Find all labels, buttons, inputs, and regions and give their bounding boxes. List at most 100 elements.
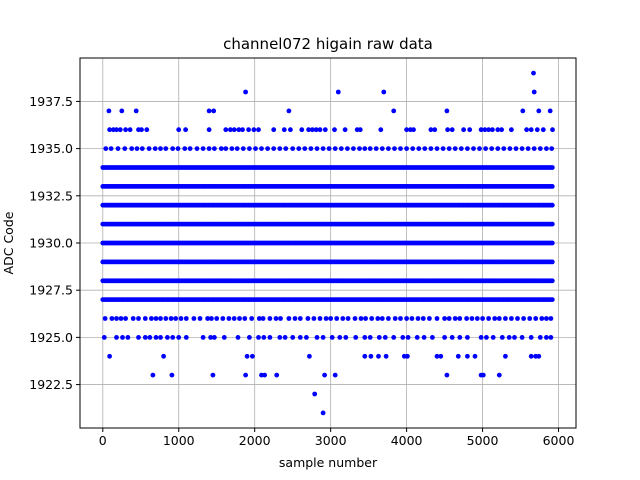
data-point xyxy=(211,108,217,114)
data-point xyxy=(240,146,246,152)
data-point xyxy=(392,316,398,321)
data-point xyxy=(271,127,277,133)
data-point xyxy=(444,372,450,378)
data-point xyxy=(343,335,349,340)
data-point xyxy=(467,127,473,133)
data-point xyxy=(446,316,452,321)
data-point xyxy=(379,146,385,152)
data-point xyxy=(158,335,163,340)
x-axis-label: sample number xyxy=(279,455,378,470)
data-point xyxy=(277,146,283,152)
data-point xyxy=(482,127,488,133)
data-point xyxy=(161,353,167,359)
data-point xyxy=(103,146,109,152)
data-point xyxy=(288,127,293,133)
data-point xyxy=(427,316,432,321)
data-point xyxy=(114,335,119,340)
data-point xyxy=(345,146,350,152)
data-point xyxy=(442,316,447,321)
data-point xyxy=(120,335,125,340)
data-point xyxy=(428,127,434,133)
data-point xyxy=(483,146,488,152)
y-tick-label: 1922.5 xyxy=(29,377,73,392)
data-point xyxy=(115,146,121,152)
data-point xyxy=(306,127,311,133)
data-point xyxy=(465,146,470,152)
data-point xyxy=(249,316,255,321)
data-point xyxy=(440,146,446,152)
data-point xyxy=(458,146,464,152)
data-point xyxy=(332,146,338,152)
data-point xyxy=(283,146,289,152)
data-point xyxy=(212,146,217,152)
data-point xyxy=(118,316,124,321)
data-point xyxy=(405,335,411,340)
data-point xyxy=(536,108,542,114)
data-point xyxy=(119,108,125,114)
data-point xyxy=(251,127,257,133)
data-point xyxy=(548,316,554,321)
data-point xyxy=(480,372,486,378)
data-point xyxy=(242,316,248,321)
data-point xyxy=(495,127,501,133)
data-point xyxy=(322,372,327,378)
data-point xyxy=(549,184,555,189)
data-point xyxy=(107,127,112,133)
data-point xyxy=(352,316,358,321)
data-point xyxy=(404,146,409,152)
data-point xyxy=(362,353,368,359)
data-point xyxy=(297,335,303,340)
data-point xyxy=(218,146,224,152)
data-point xyxy=(228,127,233,133)
data-point xyxy=(373,146,379,152)
data-point xyxy=(170,146,176,152)
data-point xyxy=(489,146,495,152)
data-point xyxy=(109,316,115,321)
data-point xyxy=(444,108,450,114)
data-point xyxy=(484,335,489,340)
data-point xyxy=(428,146,434,152)
data-point xyxy=(176,127,182,133)
data-point xyxy=(183,316,189,321)
data-point xyxy=(206,146,212,152)
data-point xyxy=(404,316,409,321)
data-point xyxy=(528,127,534,133)
data-point xyxy=(153,316,159,321)
data-point xyxy=(434,316,440,321)
data-point xyxy=(163,146,169,152)
data-point xyxy=(152,146,158,152)
data-point xyxy=(550,127,555,133)
data-point xyxy=(549,240,555,246)
data-point xyxy=(146,146,152,152)
data-point xyxy=(158,146,163,152)
data-point xyxy=(469,316,475,321)
data-point xyxy=(173,316,179,321)
data-point xyxy=(313,127,319,133)
data-point xyxy=(274,372,280,378)
data-point xyxy=(158,316,163,321)
data-point xyxy=(200,146,206,152)
data-point xyxy=(471,146,476,152)
data-point xyxy=(340,316,346,321)
data-point xyxy=(108,146,114,152)
data-point xyxy=(183,127,189,133)
data-point xyxy=(478,127,484,133)
data-point xyxy=(391,335,397,340)
y-tick-label: 1937.5 xyxy=(29,94,73,109)
data-point xyxy=(351,146,356,152)
x-tick-label: 4000 xyxy=(391,433,423,448)
x-axis: 0 1000 2000 3000 4000 5000 6000 xyxy=(99,428,574,448)
data-point xyxy=(187,146,193,152)
data-point xyxy=(261,335,267,340)
data-point xyxy=(398,316,403,321)
data-point xyxy=(509,316,514,321)
data-point xyxy=(165,335,170,340)
data-point xyxy=(210,372,216,378)
data-point xyxy=(286,108,292,114)
data-point xyxy=(367,335,373,340)
data-point xyxy=(267,316,273,321)
data-point xyxy=(474,316,480,321)
data-point xyxy=(477,146,482,152)
data-point xyxy=(142,335,148,340)
data-point xyxy=(478,335,484,340)
